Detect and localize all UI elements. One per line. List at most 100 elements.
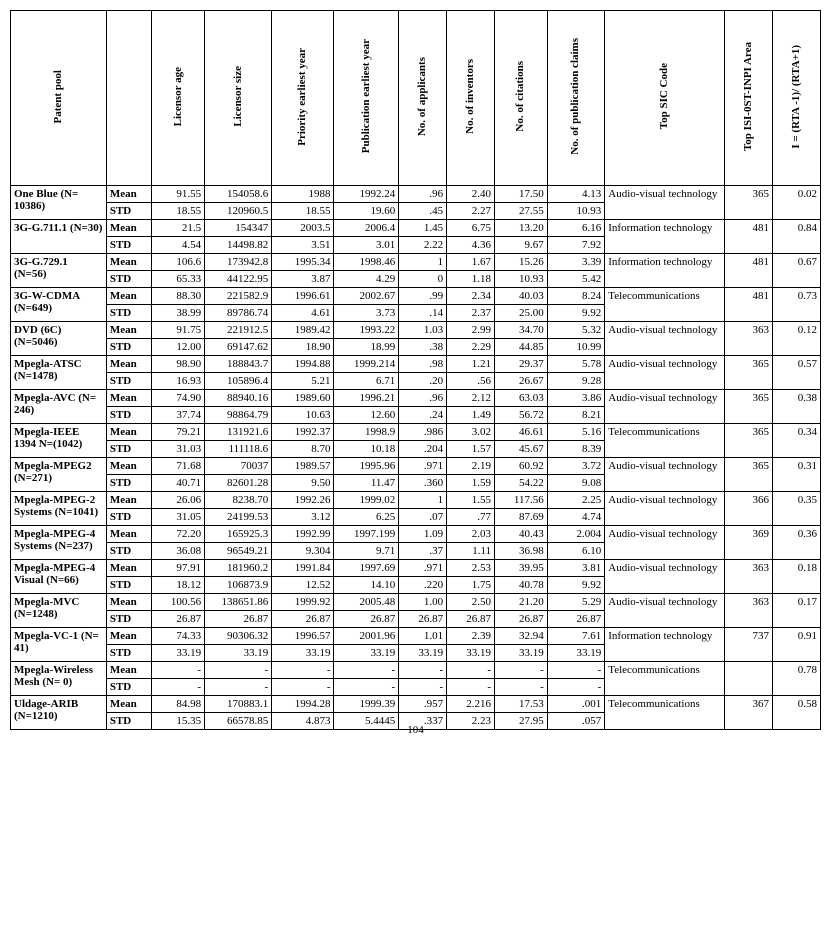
cell-cit: 87.69 (495, 509, 548, 526)
cell-lic_size: 90306.32 (205, 628, 272, 645)
cell-prio: 3.87 (272, 271, 334, 288)
col-header-appl: No. of applicants (399, 11, 447, 186)
cell-lic_size: 69147.62 (205, 339, 272, 356)
cell-stat: STD (106, 611, 152, 628)
cell-inv: 3.02 (447, 424, 495, 441)
col-header-label: No. of publication claims (569, 38, 582, 155)
cell-sic: Audio-visual technology (605, 458, 725, 492)
cell-pool: Mpegla-MPEG-2 Systems (N=1041) (11, 492, 107, 526)
cell-prio: 1989.60 (272, 390, 334, 407)
cell-area: 481 (725, 288, 773, 322)
cell-pub: 1997.69 (334, 560, 399, 577)
cell-pub: 1995.96 (334, 458, 399, 475)
cell-stat: Mean (106, 424, 152, 441)
cell-rta: 0.35 (772, 492, 820, 526)
cell-cit: 117.56 (495, 492, 548, 509)
cell-lic_age: 79.21 (152, 424, 205, 441)
cell-sic: Audio-visual technology (605, 322, 725, 356)
cell-prio: 1995.34 (272, 254, 334, 271)
cell-prio: 8.70 (272, 441, 334, 458)
cell-claims: 4.74 (547, 509, 605, 526)
cell-pub: 4.29 (334, 271, 399, 288)
cell-lic_size: 89786.74 (205, 305, 272, 322)
col-header-inv: No. of inventors (447, 11, 495, 186)
cell-prio: 1994.88 (272, 356, 334, 373)
col-header-label: Licensor size (232, 66, 245, 127)
cell-claims: 6.16 (547, 220, 605, 237)
cell-lic_age: 84.98 (152, 696, 205, 713)
cell-cit: - (495, 662, 548, 679)
cell-inv: 2.29 (447, 339, 495, 356)
cell-rta: 0.31 (772, 458, 820, 492)
cell-inv: 1.75 (447, 577, 495, 594)
cell-pub: 1998.9 (334, 424, 399, 441)
cell-appl: 26.87 (399, 611, 447, 628)
cell-pub: 1992.24 (334, 186, 399, 203)
cell-appl: .98 (399, 356, 447, 373)
cell-claims: 5.78 (547, 356, 605, 373)
cell-area: 363 (725, 560, 773, 594)
cell-pub: 2005.48 (334, 594, 399, 611)
cell-appl: .96 (399, 186, 447, 203)
cell-cit: - (495, 679, 548, 696)
cell-lic_size: 8238.70 (205, 492, 272, 509)
cell-sic: Information technology (605, 254, 725, 288)
cell-stat: Mean (106, 560, 152, 577)
cell-lic_age: 33.19 (152, 645, 205, 662)
cell-claims: 9.92 (547, 577, 605, 594)
cell-lic_age: 98.90 (152, 356, 205, 373)
cell-area: 737 (725, 628, 773, 662)
cell-pub: 3.73 (334, 305, 399, 322)
table-row: 3G-G.711.1 (N=30)Mean21.51543472003.5200… (11, 220, 821, 237)
cell-prio: 18.90 (272, 339, 334, 356)
cell-claims: 9.08 (547, 475, 605, 492)
col-header-stat (106, 11, 152, 186)
cell-inv: 1.67 (447, 254, 495, 271)
cell-pub: 10.18 (334, 441, 399, 458)
cell-pool: 3G-G.729.1 (N=56) (11, 254, 107, 288)
cell-lic_age: 65.33 (152, 271, 205, 288)
cell-cit: 40.78 (495, 577, 548, 594)
cell-lic_age: 74.90 (152, 390, 205, 407)
cell-prio: 1992.99 (272, 526, 334, 543)
cell-lic_size: 188843.7 (205, 356, 272, 373)
cell-pool: Mpegla-VC-1 (N= 41) (11, 628, 107, 662)
cell-pub: 1999.02 (334, 492, 399, 509)
cell-inv: .56 (447, 373, 495, 390)
col-header-rta: I = (RTA -1)/ (RTA+1) (772, 11, 820, 186)
col-header-pub: Publication earliest year (334, 11, 399, 186)
cell-cit: 56.72 (495, 407, 548, 424)
cell-rta: 0.73 (772, 288, 820, 322)
cell-stat: STD (106, 543, 152, 560)
cell-pool: 3G-G.711.1 (N=30) (11, 220, 107, 254)
cell-pub: 1999.39 (334, 696, 399, 713)
cell-pool: Mpegla-Wireless Mesh (N= 0) (11, 662, 107, 696)
table-row: 3G-W-CDMA (N=649)Mean88.30221582.91996.6… (11, 288, 821, 305)
cell-pool: Mpegla-MPEG-4 Systems (N=237) (11, 526, 107, 560)
cell-lic_age: 18.55 (152, 203, 205, 220)
cell-appl: .96 (399, 390, 447, 407)
cell-prio: 1991.84 (272, 560, 334, 577)
cell-lic_size: 106873.9 (205, 577, 272, 594)
cell-stat: Mean (106, 594, 152, 611)
cell-claims: 7.92 (547, 237, 605, 254)
cell-sic: Telecommunications (605, 662, 725, 696)
cell-rta: 0.02 (772, 186, 820, 220)
cell-prio: 18.55 (272, 203, 334, 220)
cell-prio: - (272, 679, 334, 696)
cell-lic_age: 26.87 (152, 611, 205, 628)
cell-lic_size: 44122.95 (205, 271, 272, 288)
cell-lic_age: 21.5 (152, 220, 205, 237)
cell-cit: 45.67 (495, 441, 548, 458)
cell-rta: 0.36 (772, 526, 820, 560)
cell-stat: Mean (106, 662, 152, 679)
cell-stat: Mean (106, 526, 152, 543)
cell-rta: 0.38 (772, 390, 820, 424)
cell-lic_size: 173942.8 (205, 254, 272, 271)
cell-claims: 8.39 (547, 441, 605, 458)
cell-prio: 1989.57 (272, 458, 334, 475)
cell-cit: 36.98 (495, 543, 548, 560)
cell-pool: Mpegla-MPEG2 (N=271) (11, 458, 107, 492)
cell-claims: 9.92 (547, 305, 605, 322)
cell-area (725, 662, 773, 696)
